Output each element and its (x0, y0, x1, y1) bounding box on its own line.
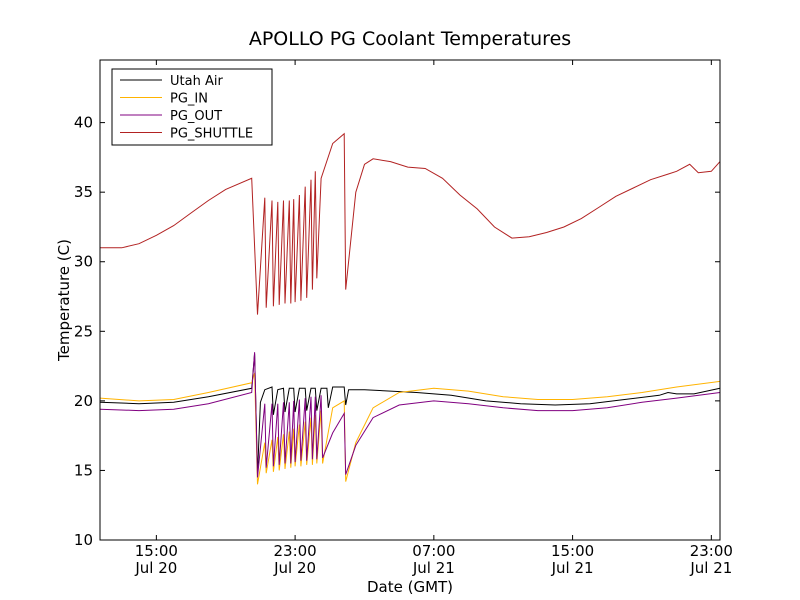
chart-title: APOLLO PG Coolant Temperatures (249, 28, 571, 50)
y-axis: 10 15 20 25 30 35 40 (74, 114, 720, 549)
legend: Utah Air PG_IN PG_OUT PG_SHUTTLE (111, 68, 273, 146)
x-tick-label-date-1: Jul 20 (273, 559, 316, 577)
y-tick-label-0: 10 (74, 531, 93, 549)
legend-label-pg-shuttle: PG_SHUTTLE (170, 127, 253, 142)
x-tick-label-time-4: 23:00 (690, 542, 733, 560)
series-line-utah-air (99, 353, 721, 475)
y-tick-label-1: 15 (74, 461, 93, 479)
x-tick-label-time-1: 23:00 (273, 542, 316, 560)
y-tick-label-5: 35 (74, 183, 93, 201)
x-tick-label-date-2: Jul 21 (412, 559, 455, 577)
series-line-pg-shuttle (100, 132, 721, 315)
legend-label-pg-out: PG_OUT (170, 109, 222, 124)
y-tick-label-3: 25 (74, 322, 93, 340)
x-tick-label-date-3: Jul 21 (551, 559, 594, 577)
y-tick-label-6: 40 (74, 114, 93, 132)
y-tick-label-2: 20 (74, 392, 93, 410)
x-tick-label-time-2: 07:00 (412, 542, 455, 560)
y-tick-label-4: 30 (74, 253, 93, 271)
series-line-pg-out (99, 352, 721, 478)
plot-lines (99, 132, 721, 485)
x-axis-title: Date (GMT) (367, 578, 453, 596)
plot-frame (99, 59, 721, 541)
legend-label-pg-in: PG_IN (170, 92, 208, 107)
x-tick-label-date-4: Jul 21 (689, 559, 732, 577)
y-axis-title: Temperature (C) (55, 239, 73, 362)
x-tick-label-date-0: Jul 20 (134, 559, 177, 577)
x-tick-label-time-3: 15:00 (551, 542, 594, 560)
legend-label-utah-air: Utah Air (170, 74, 223, 89)
x-tick-label-time-0: 15:00 (135, 542, 178, 560)
